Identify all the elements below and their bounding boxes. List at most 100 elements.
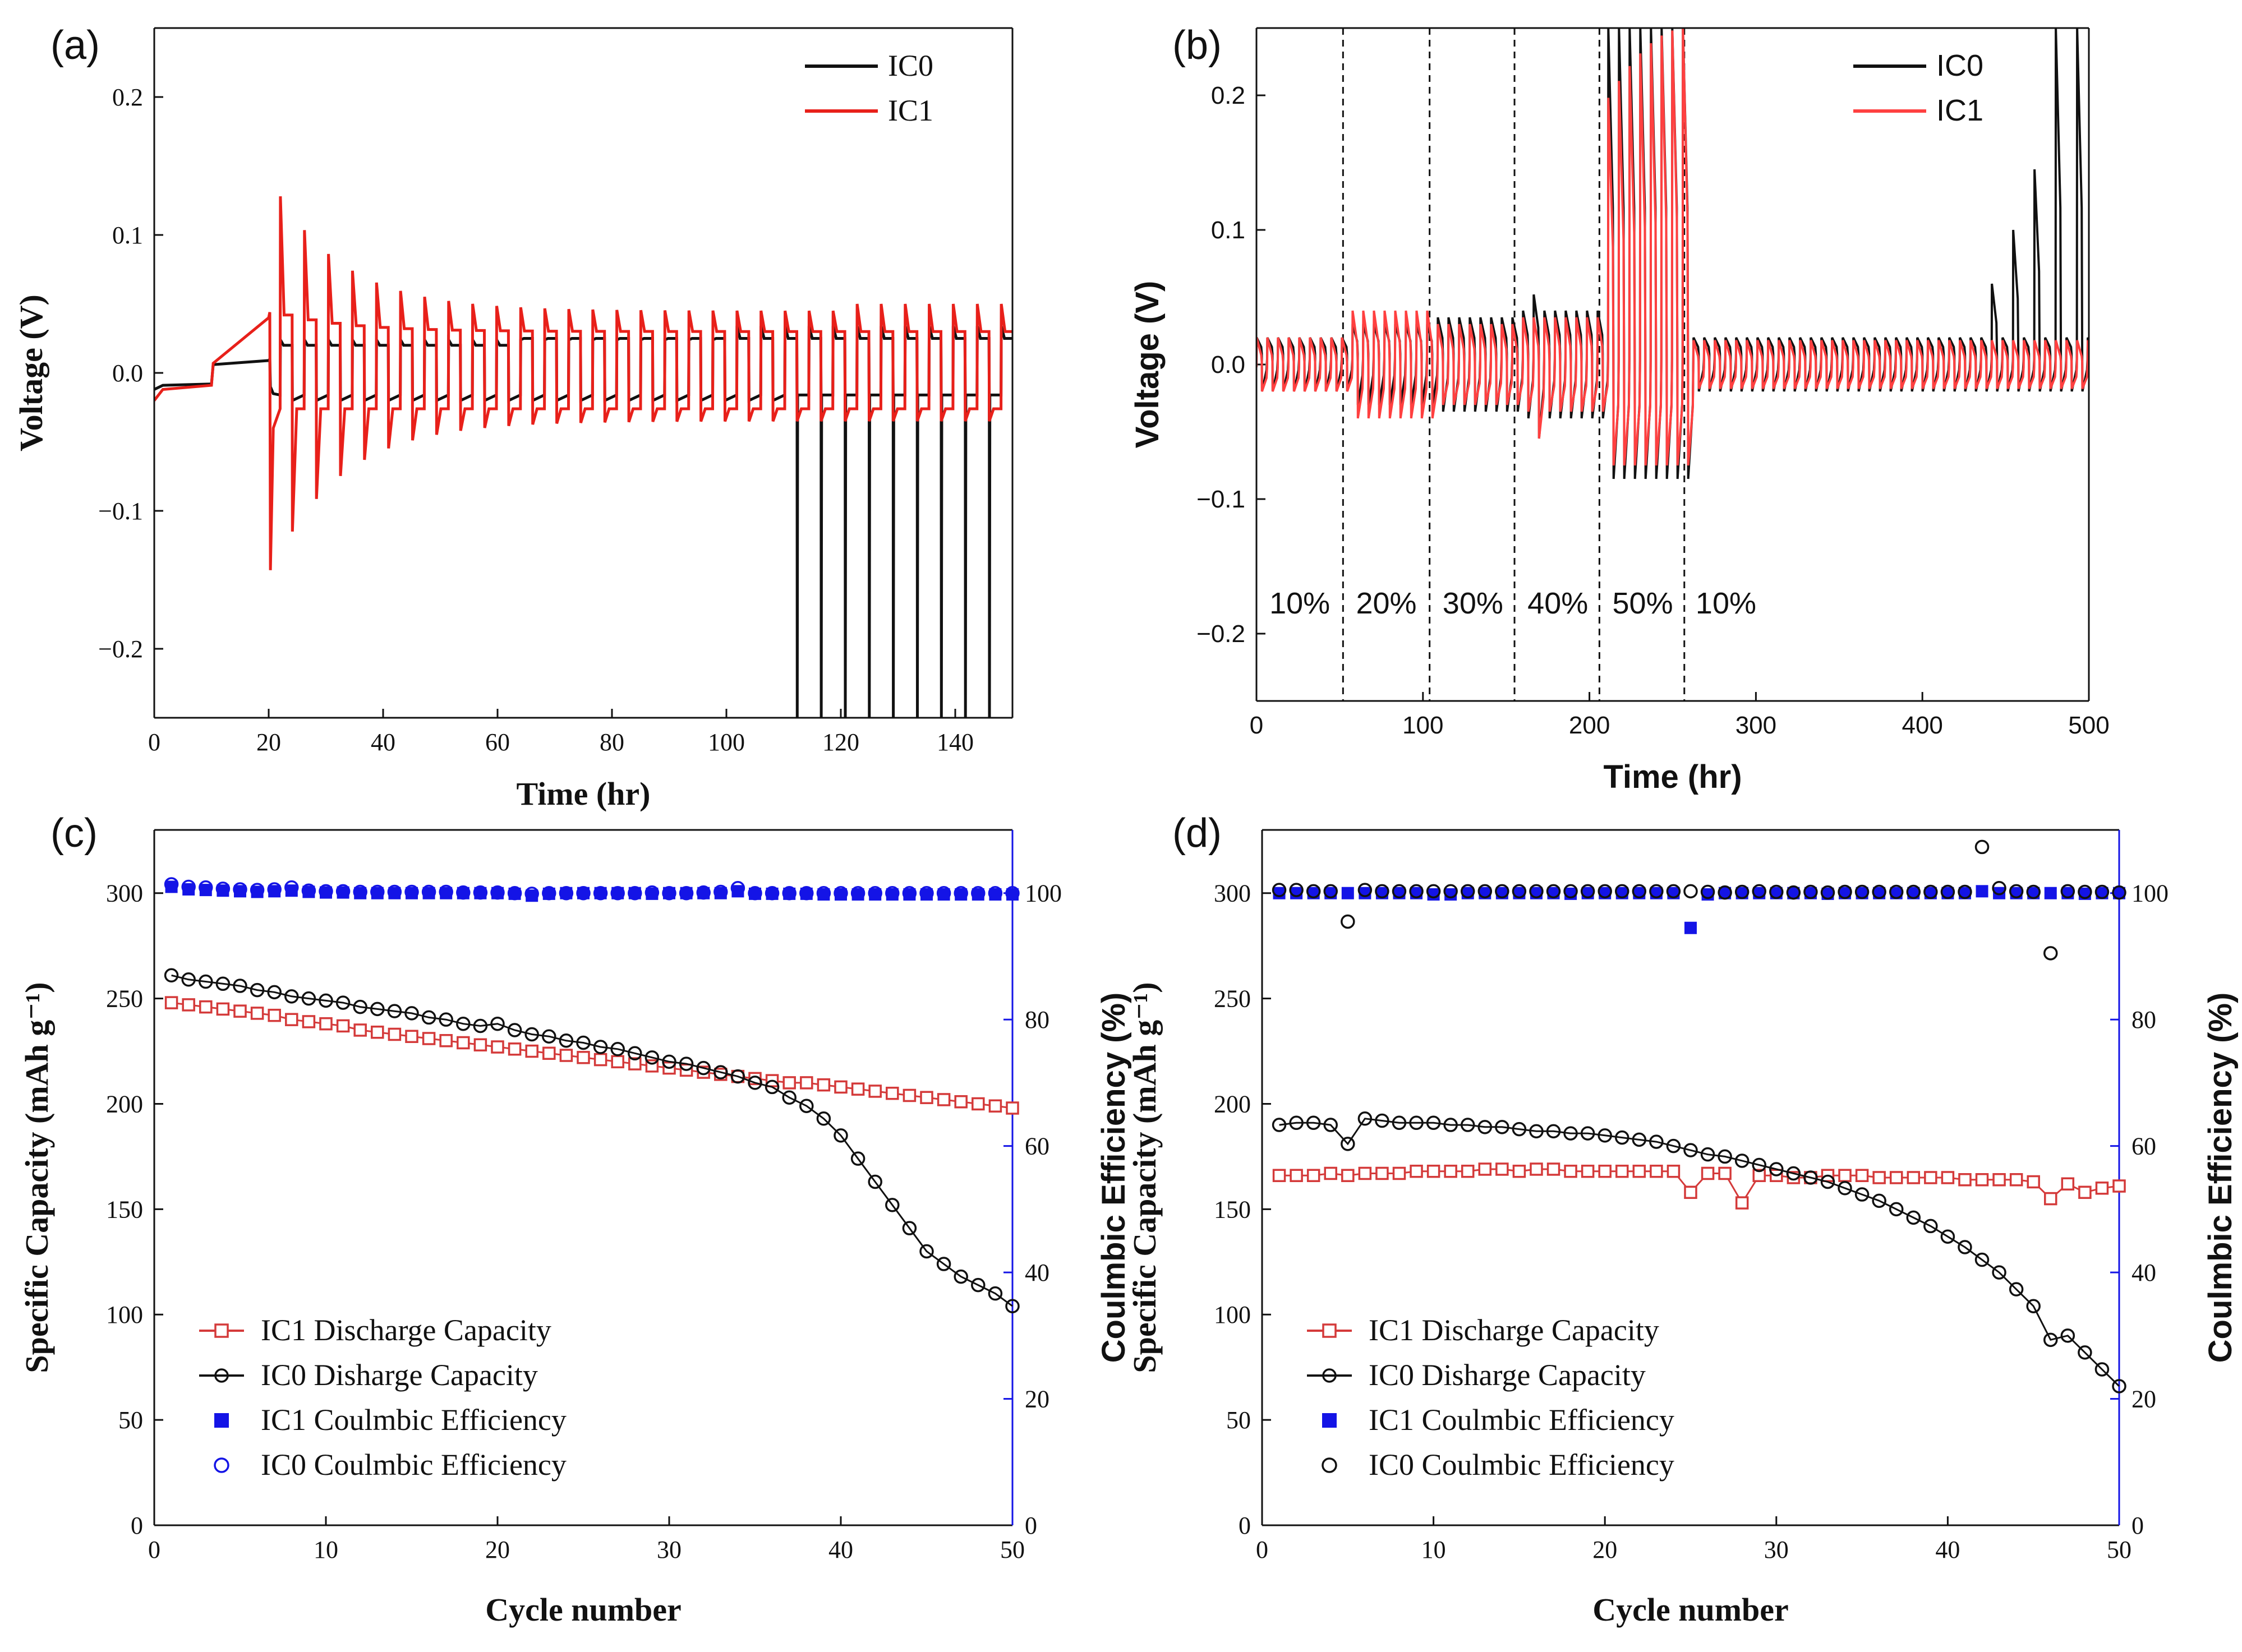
marker-ic1-discharge-capacity <box>868 1085 882 1098</box>
marker-ic0-disharge-capacity <box>2094 1362 2110 1377</box>
y-tick-label: 300 <box>106 880 143 907</box>
marker-ic0-coulmbic-efficiency <box>456 885 471 900</box>
marker-ic0-coulmbic-efficiency <box>267 882 282 897</box>
marker-ic0-coulmbic-efficiency <box>507 885 522 901</box>
y-axis-title: Voltage (V) <box>13 294 49 451</box>
marker-ic0-coulmbic-efficiency <box>868 885 882 901</box>
marker-ic0-coulmbic-efficiency <box>1443 884 1458 899</box>
x-tick-label: 30 <box>1764 1536 1789 1563</box>
y2-axis-title: Coulmbic Efficiency (%) <box>1095 993 1132 1363</box>
marker-ic0-disharge-capacity <box>1323 1118 1338 1132</box>
marker-ic0-coulmbic-efficiency <box>2026 884 2041 899</box>
marker-ic0-coulmbic-efficiency <box>679 885 694 901</box>
marker-ic1-discharge-capacity <box>508 1042 522 1056</box>
x-tick-label: 0 <box>1256 1536 1268 1563</box>
x-tick-label: 140 <box>937 728 974 756</box>
marker-ic1-discharge-capacity <box>2095 1182 2109 1195</box>
marker-ic1-discharge-capacity <box>1306 1169 1320 1182</box>
marker-ic0-coulmbic-efficiency <box>421 884 436 899</box>
marker-ic1-discharge-capacity <box>1512 1164 1526 1178</box>
marker-ic1-discharge-capacity <box>1461 1164 1475 1178</box>
marker-ic0-disharge-capacity <box>765 1079 780 1095</box>
marker-ic0-disharge-capacity <box>1666 1138 1681 1153</box>
marker-ic0-coulmbic-efficiency <box>1460 884 1475 899</box>
x-tick-label: 60 <box>485 728 510 756</box>
marker-ic0-coulmbic-efficiency <box>782 885 797 901</box>
marker-ic0-coulmbic-efficiency <box>696 885 711 900</box>
x-tick-label: 40 <box>1935 1536 1960 1563</box>
marker-ic0-disharge-capacity <box>284 989 299 1004</box>
marker-ic0-disharge-capacity <box>301 991 316 1006</box>
marker-ic0-disharge-capacity <box>713 1065 728 1079</box>
x-tick-label: 10 <box>314 1536 338 1563</box>
legend-marker <box>1322 1323 1337 1338</box>
marker-ic1-discharge-capacity <box>405 1030 418 1043</box>
marker-ic1-discharge-capacity <box>353 1023 367 1037</box>
marker-ic1-coulmbic-efficiency <box>2044 887 2057 899</box>
marker-ic0-coulmbic-efficiency <box>335 884 351 899</box>
x-tick-label: 80 <box>600 728 624 756</box>
marker-ic1-discharge-capacity <box>834 1080 848 1094</box>
marker-ic0-disharge-capacity <box>1769 1162 1784 1176</box>
marker-ic0-coulmbic-efficiency <box>1974 839 1990 855</box>
y2-tick-label: 100 <box>2131 880 2169 907</box>
marker-ic0-disharge-capacity <box>610 1042 625 1056</box>
marker-ic1-coulmbic-efficiency <box>1684 921 1697 934</box>
marker-ic1-discharge-capacity <box>542 1046 556 1060</box>
marker-ic1-discharge-capacity <box>2044 1192 2057 1206</box>
y-tick-label: 0.0 <box>112 359 143 387</box>
marker-ic0-disharge-capacity <box>1546 1124 1561 1139</box>
marker-ic0-disharge-capacity <box>1005 1299 1020 1313</box>
marker-ic0-disharge-capacity <box>1786 1166 1801 1181</box>
marker-ic0-disharge-capacity <box>868 1174 882 1189</box>
x-tick-label: 0 <box>148 1536 160 1563</box>
marker-ic0-disharge-capacity <box>1357 1111 1373 1126</box>
marker-ic0-coulmbic-efficiency <box>2043 946 2058 961</box>
marker-ic0-disharge-capacity <box>404 1006 419 1021</box>
x-axis-title: Time (hr) <box>1603 759 1742 795</box>
marker-ic0-disharge-capacity <box>576 1035 591 1050</box>
legend-label: IC0 Coulmbic Efficiency <box>261 1448 567 1482</box>
marker-ic1-discharge-capacity <box>903 1088 917 1102</box>
marker-ic1-discharge-capacity <box>457 1036 470 1050</box>
marker-ic0-disharge-capacity <box>1940 1229 1955 1244</box>
marker-ic0-coulmbic-efficiency <box>2078 884 2092 899</box>
marker-ic0-coulmbic-efficiency <box>1615 884 1629 899</box>
marker-ic0-disharge-capacity <box>215 976 231 991</box>
y-tick-label: 200 <box>106 1090 143 1118</box>
marker-ic0-coulmbic-efficiency <box>1005 885 1020 901</box>
marker-ic0-coulmbic-efficiency <box>2009 884 2024 899</box>
legend-marker <box>1322 1368 1337 1383</box>
marker-ic0-disharge-capacity <box>370 1002 385 1017</box>
marker-ic0-disharge-capacity <box>2060 1328 2075 1343</box>
legend-marker <box>214 1413 229 1428</box>
marker-ic0-disharge-capacity <box>542 1029 556 1044</box>
marker-ic1-discharge-capacity <box>2061 1177 2075 1191</box>
marker-ic1-discharge-capacity <box>1546 1162 1560 1176</box>
marker-ic0-disharge-capacity <box>1752 1157 1766 1173</box>
marker-ic0-disharge-capacity <box>730 1069 745 1084</box>
marker-ic0-disharge-capacity <box>1443 1118 1458 1132</box>
marker-ic0-coulmbic-efficiency <box>1598 884 1612 899</box>
marker-ic0-coulmbic-efficiency <box>1272 883 1287 897</box>
y2-tick-label: 40 <box>1025 1259 1049 1286</box>
marker-ic0-coulmbic-efficiency <box>1512 884 1527 899</box>
marker-ic1-discharge-capacity <box>336 1019 350 1033</box>
marker-ic0-disharge-capacity <box>2043 1332 2058 1348</box>
marker-ic0-coulmbic-efficiency <box>439 884 453 899</box>
marker-ic0-coulmbic-efficiency <box>1563 884 1578 899</box>
marker-ic1-discharge-capacity <box>1375 1166 1389 1180</box>
marker-ic1-discharge-capacity <box>817 1078 831 1092</box>
region-label: 50% <box>1613 587 1673 620</box>
marker-ic0-coulmbic-efficiency <box>1357 883 1373 897</box>
marker-ic0-disharge-capacity <box>2026 1299 2041 1313</box>
marker-ic0-disharge-capacity <box>1734 1153 1750 1168</box>
marker-ic0-disharge-capacity <box>1529 1124 1544 1139</box>
marker-ic0-coulmbic-efficiency <box>799 885 814 901</box>
marker-ic1-discharge-capacity <box>1941 1171 1955 1184</box>
marker-ic0-disharge-capacity <box>421 1010 436 1025</box>
y-tick-label: 0.0 <box>1211 351 1245 379</box>
marker-ic0-disharge-capacity <box>936 1257 951 1271</box>
y2-tick-label: 60 <box>2131 1133 2156 1160</box>
marker-ic0-disharge-capacity <box>473 1018 488 1033</box>
